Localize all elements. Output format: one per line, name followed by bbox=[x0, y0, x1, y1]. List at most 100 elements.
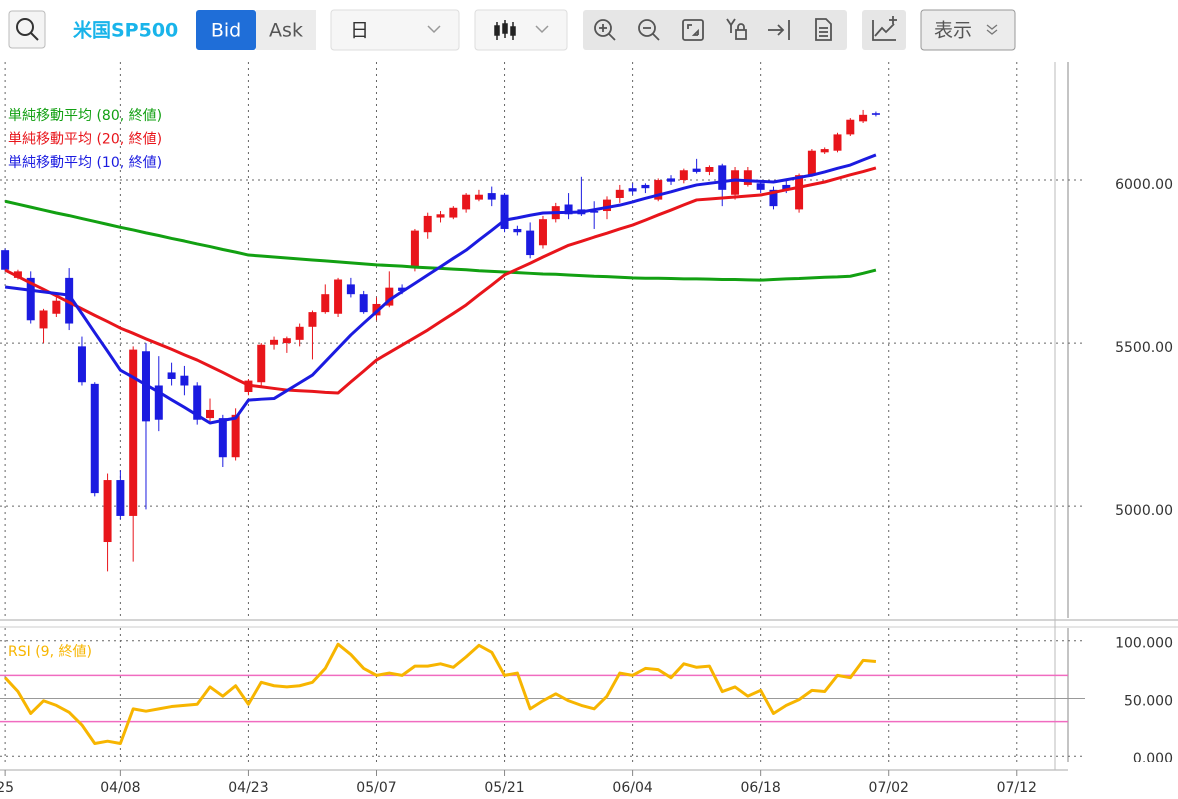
y-tick-label: 50.000 bbox=[1124, 693, 1173, 709]
candle-body bbox=[90, 383, 99, 494]
candle-body bbox=[282, 338, 291, 344]
candle-body bbox=[39, 310, 48, 329]
candle-body bbox=[231, 414, 240, 458]
candle-icon bbox=[494, 20, 516, 40]
candle-body bbox=[359, 294, 368, 313]
x-tick-label: 07/02 bbox=[869, 780, 909, 796]
candle-body bbox=[398, 287, 407, 291]
legend-entry: RSI (9, 終値) bbox=[8, 644, 92, 660]
tool-icons bbox=[594, 18, 832, 41]
candle-body bbox=[667, 178, 676, 182]
candle-body bbox=[270, 339, 279, 345]
candle-body bbox=[334, 279, 343, 314]
candle-body bbox=[77, 346, 86, 383]
candle-body bbox=[308, 312, 317, 327]
y-tick-label: 6000.00 bbox=[1115, 177, 1173, 193]
search-icon bbox=[30, 32, 39, 41]
bid-button[interactable] bbox=[196, 10, 256, 50]
candle-body bbox=[462, 194, 471, 210]
timeframe-label[interactable]: 日 bbox=[350, 20, 369, 42]
candle-body bbox=[769, 189, 778, 207]
candle-body bbox=[795, 175, 804, 210]
ask-label[interactable]: Ask bbox=[269, 20, 303, 42]
candle-body bbox=[13, 271, 22, 278]
zoom-out[interactable] bbox=[638, 19, 660, 41]
y-tick-label: 5000.00 bbox=[1115, 503, 1173, 519]
candle-body bbox=[641, 184, 650, 189]
candle-body bbox=[423, 215, 432, 233]
candle-body bbox=[103, 480, 112, 543]
fit[interactable] bbox=[682, 19, 704, 41]
candle-body bbox=[743, 170, 752, 185]
indicator-icon bbox=[872, 16, 897, 41]
zoom-in[interactable] bbox=[594, 19, 616, 41]
x-tick-label: 06/18 bbox=[740, 780, 780, 796]
display-button[interactable] bbox=[920, 9, 1016, 51]
candle-body bbox=[731, 170, 740, 195]
toolbar: 米国SP500 Bid Ask 日 表示 bbox=[8, 9, 1016, 51]
candle-body bbox=[500, 194, 509, 229]
chart-type-dropdown[interactable] bbox=[474, 9, 568, 51]
x-tick-label: 06/04 bbox=[612, 780, 652, 796]
candle-body bbox=[26, 277, 35, 321]
bid-label[interactable]: Bid bbox=[211, 20, 241, 42]
x-tick-label: 25 bbox=[0, 780, 14, 796]
moving-average-line bbox=[4, 153, 877, 425]
document[interactable] bbox=[815, 18, 832, 41]
x-tick-label: 04/08 bbox=[100, 780, 140, 796]
chevron bbox=[986, 24, 998, 30]
candle-body bbox=[129, 349, 138, 516]
candle-body bbox=[346, 284, 355, 295]
x-tick-label: 04/23 bbox=[228, 780, 268, 796]
candle-body bbox=[692, 168, 701, 172]
candle-body bbox=[807, 150, 816, 176]
chevron bbox=[535, 25, 549, 34]
candle-body bbox=[846, 119, 855, 135]
candle-body bbox=[654, 180, 663, 200]
candle-body bbox=[206, 409, 215, 419]
tool-group bbox=[583, 10, 847, 50]
x-tick-label: 07/12 bbox=[997, 780, 1037, 796]
search-button[interactable] bbox=[8, 10, 46, 49]
candle-body bbox=[526, 230, 535, 256]
candle-body bbox=[1, 250, 10, 270]
candle-body bbox=[628, 188, 637, 192]
legend-entry: 単純移動平均 (10, 終値) bbox=[8, 155, 162, 171]
y-tick-label: 5500.00 bbox=[1115, 340, 1173, 356]
x-tick-label: 05/07 bbox=[356, 780, 396, 796]
candle-body bbox=[859, 114, 868, 122]
candle-body bbox=[564, 204, 573, 215]
candle-body bbox=[487, 193, 496, 200]
candle-body bbox=[538, 219, 547, 246]
y-tick-label: 100.000 bbox=[1115, 636, 1173, 652]
y-lock[interactable] bbox=[726, 18, 747, 40]
candle-body bbox=[782, 184, 791, 190]
timeframe-dropdown[interactable] bbox=[330, 9, 460, 51]
candle-body bbox=[513, 228, 522, 233]
candle-body bbox=[52, 300, 61, 314]
candle-body bbox=[449, 207, 458, 218]
rsi-line bbox=[4, 642, 877, 746]
candle-body bbox=[679, 170, 688, 181]
moving-average-line bbox=[4, 166, 877, 395]
candle-body bbox=[590, 211, 599, 213]
candle-body bbox=[436, 214, 445, 218]
ask-button[interactable] bbox=[256, 10, 316, 50]
candle-body bbox=[602, 199, 611, 212]
display-label[interactable]: 表示 bbox=[934, 20, 972, 42]
candle-body bbox=[180, 375, 189, 386]
candle-body bbox=[257, 344, 266, 383]
symbol[interactable]: 米国SP500 bbox=[73, 19, 178, 42]
candle-body bbox=[385, 287, 394, 306]
candle-body bbox=[833, 134, 842, 151]
candle-body bbox=[871, 113, 880, 115]
chevron bbox=[986, 29, 998, 35]
scroll-end[interactable] bbox=[768, 20, 790, 40]
candle-body bbox=[705, 167, 714, 172]
y-tick-label: 0.000 bbox=[1133, 751, 1173, 767]
candle-body bbox=[410, 230, 419, 269]
candle-body bbox=[116, 480, 125, 516]
candle-body bbox=[154, 385, 163, 420]
